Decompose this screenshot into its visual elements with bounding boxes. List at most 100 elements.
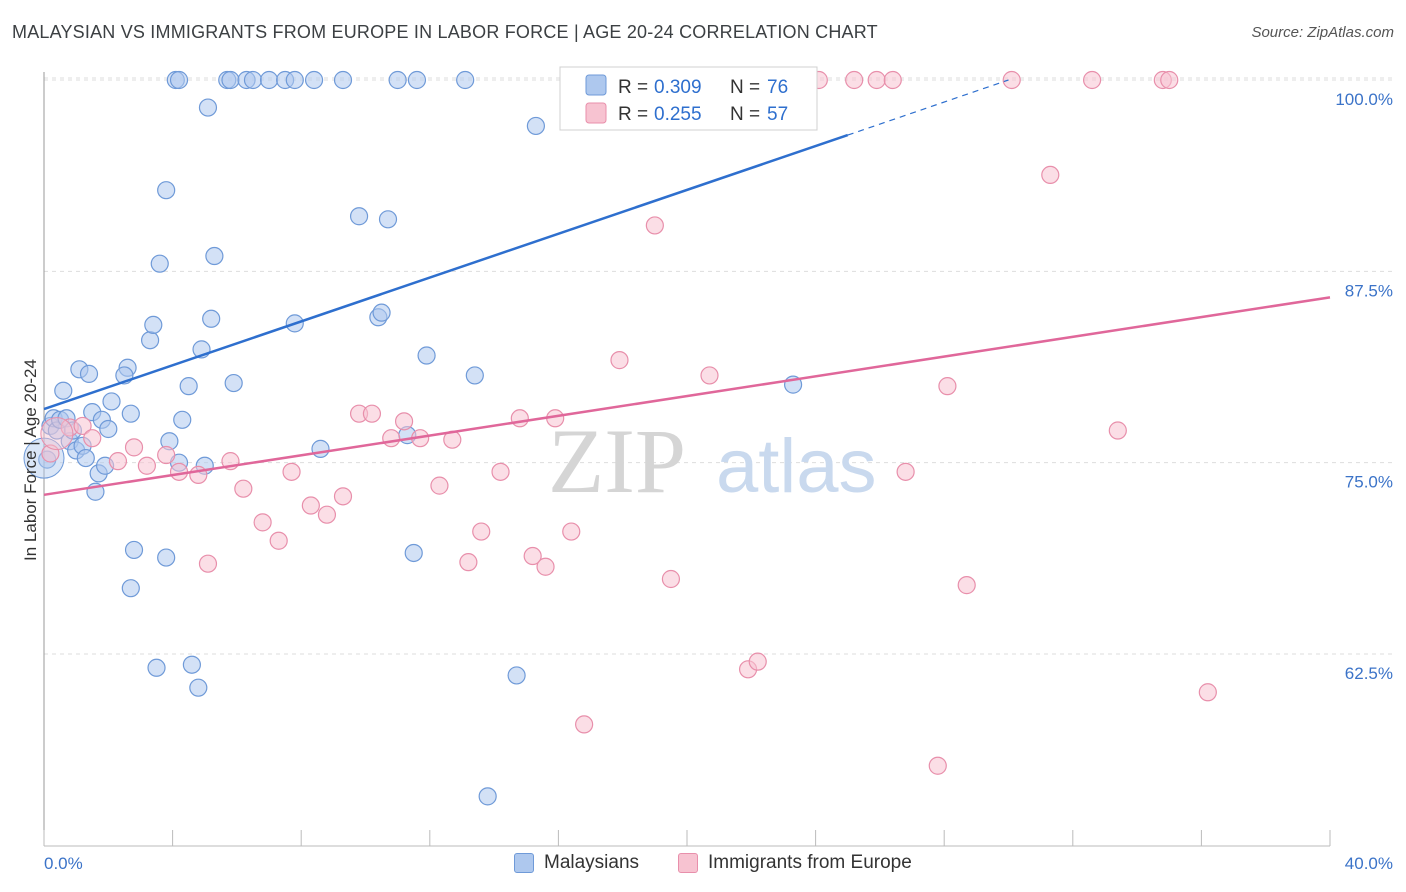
legend-r-label-pink: R = [618, 104, 648, 125]
immigrant-point [536, 557, 555, 576]
malaysian-point [102, 392, 121, 411]
x-tick-label-min: 0.0% [44, 854, 83, 873]
malaysian-point [202, 309, 221, 328]
immigrant-point [282, 462, 301, 481]
legend-swatch-blue [585, 74, 607, 96]
malaysian-point [349, 207, 369, 226]
malaysian-point [407, 70, 427, 90]
immigrant-point [867, 70, 886, 90]
malaysian-point [221, 70, 240, 90]
legend-swatch-pink [585, 102, 607, 124]
immigrant-point [610, 351, 629, 370]
malaysian-point [140, 331, 160, 350]
malaysian-point [189, 678, 208, 697]
malaysian-point [169, 70, 189, 90]
malaysian-point [198, 98, 218, 117]
malaysians-trend-line [43, 133, 849, 411]
watermark-atlas: atlas [716, 424, 877, 509]
malaysian-point [54, 381, 73, 400]
immigrant-point [957, 576, 976, 595]
immigrant-point [317, 505, 337, 524]
x-tick-label-max: 40.0% [1345, 854, 1393, 873]
malaysian-point [388, 70, 407, 90]
legend-n-label-pink: N = [730, 104, 760, 125]
malaysian-point [157, 181, 176, 200]
malaysian-point [372, 303, 391, 322]
malaysian-point [147, 658, 166, 677]
malaysians-trend-extension [847, 79, 1009, 136]
grid-layer [44, 77, 1393, 655]
immigrant-point [333, 487, 353, 506]
immigrant-point [472, 522, 491, 541]
immigrant-cluster-point [40, 417, 74, 451]
immigrant-point [157, 445, 176, 465]
immigrant-point [73, 416, 92, 436]
immigrants-points [40, 70, 1217, 775]
immigrant-point [1198, 683, 1217, 702]
immigrant-point [234, 479, 253, 498]
immigrant-point [108, 452, 128, 471]
immigrant-point [382, 429, 401, 448]
legend-n-value-pink: 57 [767, 104, 788, 125]
legend-label-immigrants: Immigrants from Europe [708, 852, 912, 873]
immigrant-point [430, 476, 449, 495]
malaysian-point [150, 254, 169, 273]
legend-swatch-malaysians [514, 853, 534, 873]
legend-r-value-pink: 0.255 [654, 104, 702, 125]
immigrant-point [575, 715, 594, 734]
immigrant-point [169, 462, 189, 481]
immigrant-point [845, 70, 864, 90]
immigrant-point [883, 70, 902, 90]
immigrant-point [896, 462, 915, 481]
malaysian-point [404, 543, 423, 563]
malaysian-point [224, 373, 243, 393]
immigrant-point [269, 531, 288, 550]
malaysian-point [465, 366, 484, 385]
immigrant-point [459, 553, 478, 572]
watermark-zip: ZIP [548, 410, 686, 512]
malaysian-point [456, 70, 475, 90]
legend-label-malaysians: Malaysians [544, 852, 640, 873]
legend-item-immigrants[interactable]: Immigrants from Europe [678, 852, 912, 874]
malaysian-point [243, 70, 263, 90]
y-axis-label: In Labor Force | Age 20-24 [21, 359, 40, 561]
immigrant-point [301, 496, 320, 515]
malaysian-point [311, 439, 330, 458]
y-tick-label: 100.0% [1335, 90, 1393, 109]
malaysian-point [478, 787, 497, 806]
legend-n-label-blue: N = [730, 77, 760, 98]
correlation-legend: R = 0.309 N = 76 R = 0.255 N = 57 [559, 66, 818, 131]
malaysian-point [378, 210, 398, 229]
immigrant-point [562, 522, 581, 541]
malaysian-point [417, 346, 436, 365]
immigrant-point [523, 546, 542, 566]
immigrant-point [124, 438, 144, 457]
malaysian-point [333, 70, 353, 90]
malaysian-point [304, 70, 324, 90]
malaysian-point [121, 579, 140, 598]
immigrant-point [1041, 165, 1060, 185]
malaysian-point [99, 419, 118, 439]
y-tick-label: 87.5% [1345, 281, 1393, 300]
immigrant-point [198, 554, 218, 573]
legend-n-value-blue: 76 [767, 77, 788, 98]
malaysian-point [526, 116, 545, 136]
immigrant-point [1002, 70, 1021, 90]
source-label: Source: ZipAtlas.com [1251, 24, 1394, 41]
immigrant-point [362, 404, 382, 423]
immigrant-point [748, 652, 767, 671]
immigrant-point [938, 377, 957, 396]
y-tick-label: 75.0% [1345, 473, 1393, 492]
immigrant-point [645, 216, 664, 235]
legend-r-value-blue: 0.309 [654, 77, 702, 98]
immigrant-point [1160, 70, 1179, 90]
immigrant-point [700, 366, 719, 385]
immigrant-point [394, 412, 414, 431]
immigrant-point [83, 429, 102, 448]
malaysian-point [124, 540, 144, 560]
malaysian-point [259, 70, 279, 90]
immigrant-point [1108, 421, 1127, 440]
legend-item-malaysians[interactable]: Malaysians [514, 852, 639, 874]
malaysian-point [285, 70, 304, 90]
